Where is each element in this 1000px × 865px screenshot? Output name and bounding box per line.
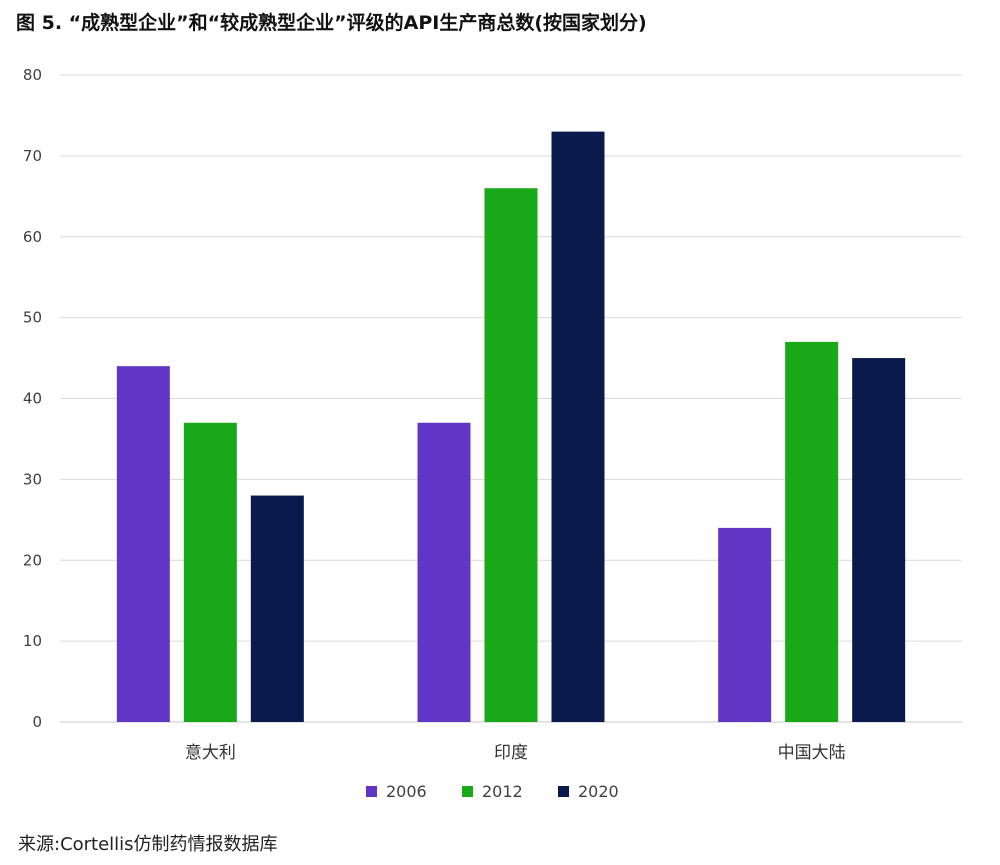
y-tick-label: 60 [23, 228, 42, 246]
y-tick-label: 0 [32, 713, 42, 731]
y-tick-label: 80 [23, 66, 42, 84]
bar-2006-2 [417, 422, 471, 722]
legend-label-2020: 2020 [578, 782, 619, 801]
legend: 2006 2012 2020 [366, 782, 619, 801]
bar-2020-3 [852, 358, 906, 722]
x-category-label: 中国大陆 [778, 743, 846, 763]
y-axis-ticks: 0 10 20 30 40 50 60 70 80 [23, 66, 42, 731]
legend-label-2012: 2012 [482, 782, 523, 801]
legend-label-2006: 2006 [386, 782, 427, 801]
x-category-label: 意大利 [185, 743, 236, 763]
source-note: 来源:Cortellis仿制药情报数据库 [18, 834, 278, 855]
bar-2006-1 [116, 366, 170, 722]
chart-title: 图 5. “成熟型企业”和“较成熟型企业”评级的API生产商总数(按国家划分) [16, 12, 647, 34]
bar-2020-1 [250, 495, 304, 722]
y-tick-label: 30 [23, 470, 42, 488]
y-tick-label: 20 [23, 551, 42, 569]
legend-swatch-2012 [462, 786, 473, 797]
bar-2012-2 [484, 188, 538, 723]
x-axis-categories: 意大利 印度 中国大陆 [185, 743, 846, 763]
y-tick-label: 50 [23, 309, 42, 327]
y-tick-label: 10 [23, 632, 42, 650]
bars [116, 131, 906, 723]
x-category-label: 印度 [494, 743, 528, 763]
bar-2012-1 [183, 422, 237, 722]
bar-2012-3 [785, 341, 839, 722]
y-tick-label: 40 [23, 390, 42, 408]
bar-2020-2 [551, 131, 605, 723]
bar-2006-3 [718, 527, 772, 722]
legend-swatch-2006 [366, 786, 377, 797]
legend-swatch-2020 [558, 786, 569, 797]
y-tick-label: 70 [23, 147, 42, 165]
